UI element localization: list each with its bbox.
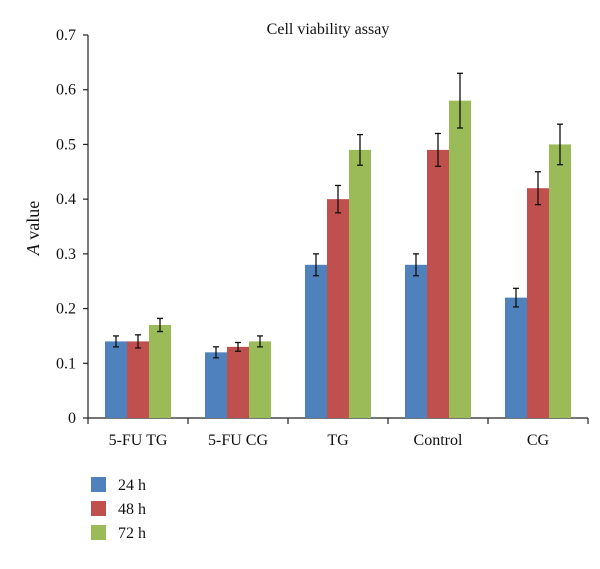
error-bar bbox=[157, 317, 163, 333]
y-axis-label: A value bbox=[23, 201, 43, 256]
y-tick-label: 0.2 bbox=[56, 301, 76, 318]
bar-control-48h bbox=[427, 149, 449, 418]
y-axis-label-rest: value bbox=[23, 201, 43, 244]
y-tick-label: 0.1 bbox=[56, 355, 76, 372]
legend-label: 24 h bbox=[118, 477, 146, 494]
bar-control-24h bbox=[405, 264, 427, 418]
x-tick-label: CG bbox=[527, 432, 550, 449]
y-tick-label: 0.3 bbox=[56, 246, 76, 263]
legend: 24 h 48 h 72 h bbox=[91, 477, 146, 542]
bar-cg-24h bbox=[505, 297, 527, 418]
bar-control-72h bbox=[449, 100, 471, 419]
x-tick-label: Control bbox=[414, 432, 463, 449]
bar-tg-48h bbox=[327, 199, 349, 418]
bar-cg-48h bbox=[527, 188, 549, 418]
error-bar bbox=[213, 346, 219, 359]
bar-5-fu-cg-48h bbox=[227, 346, 249, 418]
legend-swatch bbox=[91, 525, 106, 540]
tick-labels: 0 0.1 0.2 0.3 0.4 0.5 0.6 0.7 5-FU TG 5-FU CG TG Co… bbox=[56, 27, 550, 449]
legend-item-48h: 48 h bbox=[91, 501, 146, 518]
error-bar bbox=[135, 334, 141, 349]
y-tick-label: 0.5 bbox=[56, 136, 76, 153]
legend-item-24h: 24 h bbox=[91, 477, 146, 494]
legend-swatch bbox=[91, 477, 106, 492]
x-tick-label: TG bbox=[327, 432, 349, 449]
error-bar bbox=[557, 123, 563, 166]
legend-label: 48 h bbox=[118, 501, 146, 518]
chart-title: Cell viability assay bbox=[267, 21, 390, 38]
bar-5-fu-cg-72h bbox=[249, 341, 271, 418]
x-tick-label: 5-FU CG bbox=[208, 432, 268, 449]
x-tick-label: 5-FU TG bbox=[109, 432, 168, 449]
error-bar bbox=[457, 72, 463, 129]
error-bar bbox=[113, 335, 119, 348]
error-bar bbox=[413, 253, 419, 277]
error-bar bbox=[513, 287, 519, 308]
bar-tg-72h bbox=[349, 149, 371, 418]
error-bar bbox=[235, 341, 241, 352]
legend-swatch bbox=[91, 501, 106, 516]
bar-tg-24h bbox=[305, 264, 327, 418]
y-axis-label-italic: A bbox=[23, 243, 43, 256]
error-bar bbox=[435, 132, 441, 167]
error-bar bbox=[357, 133, 363, 166]
error-bar bbox=[257, 335, 263, 348]
bar-cg-72h bbox=[549, 144, 571, 418]
y-tick-label: 0 bbox=[68, 410, 76, 427]
y-tick-label: 0.7 bbox=[56, 27, 76, 44]
bar-5-fu-cg-24h bbox=[205, 352, 227, 418]
bar-5-fu-tg-24h bbox=[105, 341, 127, 418]
legend-item-72h: 72 h bbox=[91, 525, 146, 542]
error-bar bbox=[313, 253, 319, 277]
y-tick-label: 0.4 bbox=[56, 191, 76, 208]
error-bars bbox=[113, 72, 563, 359]
y-tick-label: 0.6 bbox=[56, 82, 76, 99]
bar-5-fu-tg-72h bbox=[149, 324, 171, 418]
error-bar bbox=[535, 171, 541, 206]
error-bar bbox=[335, 184, 341, 214]
bar-5-fu-tg-48h bbox=[127, 341, 149, 418]
bars bbox=[105, 100, 571, 419]
legend-label: 72 h bbox=[118, 525, 146, 542]
